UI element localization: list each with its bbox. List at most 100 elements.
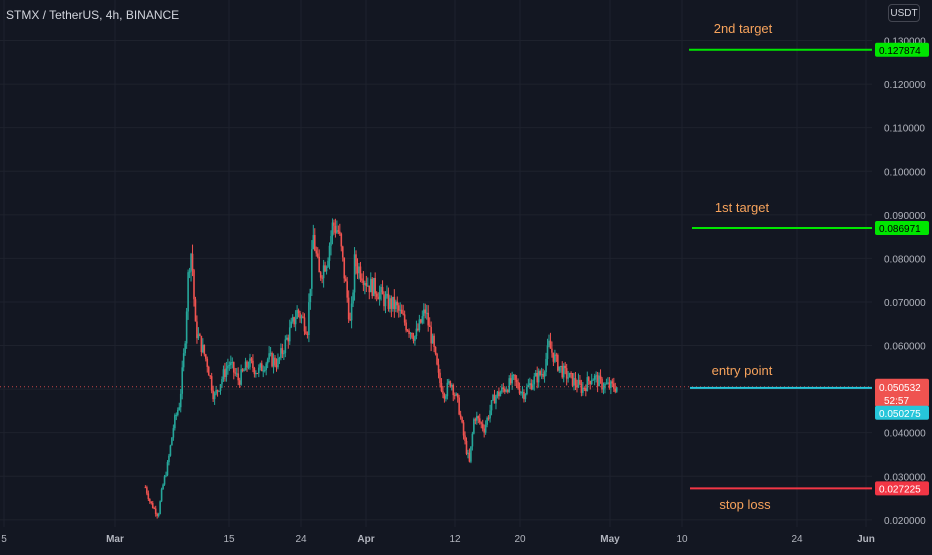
candle-body <box>467 452 469 454</box>
candle-body <box>422 309 425 317</box>
candle-body <box>274 357 276 365</box>
candle-body <box>590 380 593 385</box>
candle-body <box>529 383 531 386</box>
candle-body <box>336 230 338 233</box>
candle-body <box>493 395 496 404</box>
candle-body <box>203 344 206 355</box>
candle-body <box>399 309 402 311</box>
candle-body <box>424 309 427 314</box>
candle-body <box>473 419 475 434</box>
candle-body <box>168 455 170 463</box>
last-price-tag <box>875 378 929 407</box>
candle-body <box>520 392 522 394</box>
x-tick-label: 20 <box>514 534 526 545</box>
candle-body <box>381 287 384 295</box>
price-tag-label: 0.127874 <box>879 46 921 57</box>
candle-body <box>546 345 549 359</box>
candle-body <box>396 301 399 306</box>
candle-body <box>178 407 181 411</box>
candle-body <box>149 499 151 502</box>
candle-body <box>347 297 350 320</box>
candle-body <box>392 296 394 309</box>
candle-body <box>389 298 391 309</box>
candle-body <box>234 372 237 374</box>
candle-body <box>206 358 209 367</box>
candle-body <box>567 377 569 379</box>
candle-body <box>225 368 228 378</box>
candle-body <box>604 383 606 389</box>
candle-body <box>397 305 400 311</box>
candle-body <box>194 299 197 322</box>
candle-body <box>315 250 318 254</box>
candle-body <box>462 422 465 436</box>
candle-body <box>256 373 259 375</box>
candle-body <box>476 416 478 421</box>
price-tag-label: 0.086971 <box>879 224 921 235</box>
candle-body <box>364 282 366 286</box>
candle-body <box>459 414 462 418</box>
candle-body <box>412 337 415 341</box>
candle-body <box>235 373 238 375</box>
candle-body <box>506 390 509 392</box>
x-tick-label: 24 <box>791 534 803 545</box>
candle-body <box>362 280 365 286</box>
candle-body <box>156 513 158 516</box>
candle-body <box>443 393 446 399</box>
candle-body <box>530 383 533 390</box>
candle-body <box>228 365 231 367</box>
candle-body <box>501 387 503 393</box>
candle-body <box>269 353 272 355</box>
candle-body <box>554 354 556 362</box>
candle-body <box>313 235 316 251</box>
candle-body <box>536 373 539 383</box>
price-tag-label: 0.027225 <box>879 484 921 495</box>
candle-body <box>543 372 546 377</box>
candle-body <box>271 353 273 367</box>
candle-body <box>418 319 421 331</box>
candle-body <box>470 446 472 462</box>
candle-body <box>303 317 306 332</box>
candle-body <box>402 313 404 315</box>
candle-body <box>437 364 440 373</box>
candle-body <box>341 246 344 258</box>
candle-body <box>383 294 385 307</box>
candle-body <box>557 355 559 371</box>
candle-body <box>565 368 568 379</box>
candle-body <box>218 390 220 392</box>
candle-body <box>330 236 332 246</box>
candle-body <box>442 391 444 394</box>
candle-body <box>384 296 387 307</box>
candle-body <box>372 277 375 296</box>
candle-body <box>386 293 388 297</box>
candle-body <box>417 328 419 331</box>
candle-body <box>395 301 397 310</box>
candle-body <box>425 312 428 314</box>
y-tick-label: 0.060000 <box>884 342 926 353</box>
price-tag <box>875 221 929 236</box>
currency-button[interactable]: USDT <box>888 4 920 22</box>
candle-body <box>537 371 540 383</box>
candle-body <box>390 298 393 309</box>
candle-body <box>400 309 403 314</box>
candle-body <box>250 358 253 361</box>
candle-body <box>353 254 356 293</box>
candle-body <box>297 309 300 314</box>
candle-body <box>406 330 409 332</box>
candle-body <box>333 222 335 226</box>
level-label: 2nd target <box>714 21 773 36</box>
candle-body <box>283 353 285 355</box>
candle-body <box>144 487 147 489</box>
candle-body <box>277 358 279 368</box>
candle-body <box>324 265 326 272</box>
candle-body <box>337 230 340 232</box>
level-label: entry point <box>712 363 773 378</box>
candle-body <box>571 373 574 386</box>
candle-body <box>403 314 406 323</box>
candle-body <box>598 375 600 387</box>
candle-body <box>316 253 319 257</box>
candle-body <box>253 368 256 375</box>
candle-body <box>504 388 506 392</box>
candle-body <box>568 372 571 378</box>
